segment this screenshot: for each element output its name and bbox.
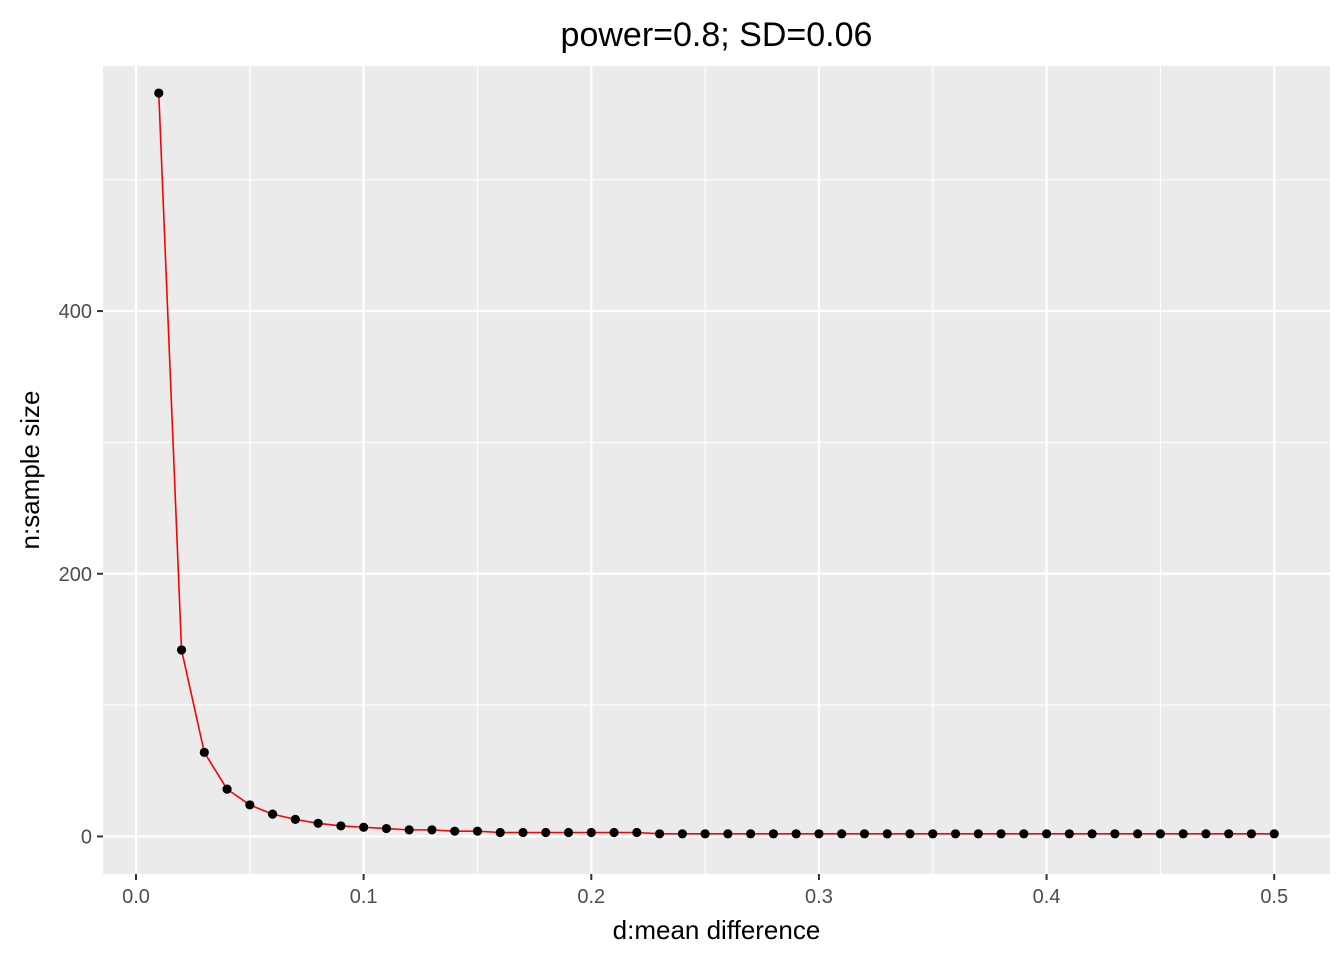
data-point: [768, 829, 779, 839]
major-gridlines: [103, 66, 1330, 874]
minor-gridlines: [103, 66, 1330, 874]
data-point: [154, 88, 164, 98]
data-point: [1178, 829, 1188, 839]
y-tick-label: 0: [81, 826, 92, 848]
data-point: [381, 823, 392, 834]
x-tick-label: 0.5: [1260, 886, 1288, 908]
series-layer: [154, 88, 1279, 839]
data-point: [518, 827, 528, 838]
tick-labels: 0.0 0.1 0.2 0.3 0.4 0.5 0 200 400: [59, 301, 1289, 908]
data-point: [450, 826, 460, 836]
data-point: [563, 827, 574, 838]
x-tick-label: 0.3: [805, 886, 833, 908]
data-point: [905, 829, 915, 839]
y-tick-label: 400: [59, 301, 92, 323]
data-point: [814, 829, 824, 839]
data-point: [199, 747, 209, 757]
data-point: [973, 829, 983, 839]
chart-title: power=0.8; SD=0.06: [561, 16, 873, 54]
data-point: [404, 825, 414, 835]
x-tick-label: 0.0: [122, 886, 150, 908]
data-point: [1064, 829, 1074, 839]
data-point: [882, 829, 892, 839]
data-point: [1246, 829, 1257, 839]
axis-ticks: [97, 310, 1276, 880]
data-point: [176, 645, 187, 655]
data-point: [1133, 829, 1143, 839]
x-axis-title: d:mean difference: [613, 915, 821, 945]
data-point: [1269, 829, 1279, 839]
data-point: [791, 829, 801, 839]
plot-panel: [103, 66, 1330, 874]
data-point: [859, 829, 870, 839]
data-point: [1155, 829, 1166, 839]
data-point: [359, 822, 369, 832]
data-point: [472, 826, 483, 836]
data-point: [222, 784, 232, 794]
data-point: [586, 827, 596, 838]
data-point: [1224, 829, 1234, 839]
data-point: [427, 825, 437, 835]
data-point: [1019, 829, 1029, 839]
data-point: [541, 827, 551, 838]
data-point: [632, 827, 642, 838]
data-point: [677, 829, 687, 839]
data-point: [313, 818, 323, 828]
data-point: [495, 827, 505, 838]
data-point: [245, 800, 255, 810]
data-point: [609, 827, 619, 838]
data-point: [1041, 829, 1052, 839]
data-point: [654, 829, 665, 839]
data-point: [1087, 829, 1097, 839]
data-point: [700, 829, 710, 839]
data-point: [928, 829, 938, 839]
data-point: [837, 829, 847, 839]
data-point: [1110, 829, 1120, 839]
x-tick-label: 0.1: [350, 886, 378, 908]
y-axis-title: n:sample size: [15, 391, 45, 550]
y-tick-label: 200: [59, 564, 92, 586]
data-point: [290, 814, 300, 824]
data-point: [267, 809, 278, 819]
data-point: [1201, 829, 1211, 839]
x-tick-label: 0.2: [577, 886, 605, 908]
data-point: [723, 829, 733, 839]
data-point: [950, 829, 961, 839]
data-point: [996, 829, 1006, 839]
x-tick-label: 0.4: [1033, 886, 1061, 908]
data-point: [746, 829, 756, 839]
data-point: [336, 821, 346, 831]
